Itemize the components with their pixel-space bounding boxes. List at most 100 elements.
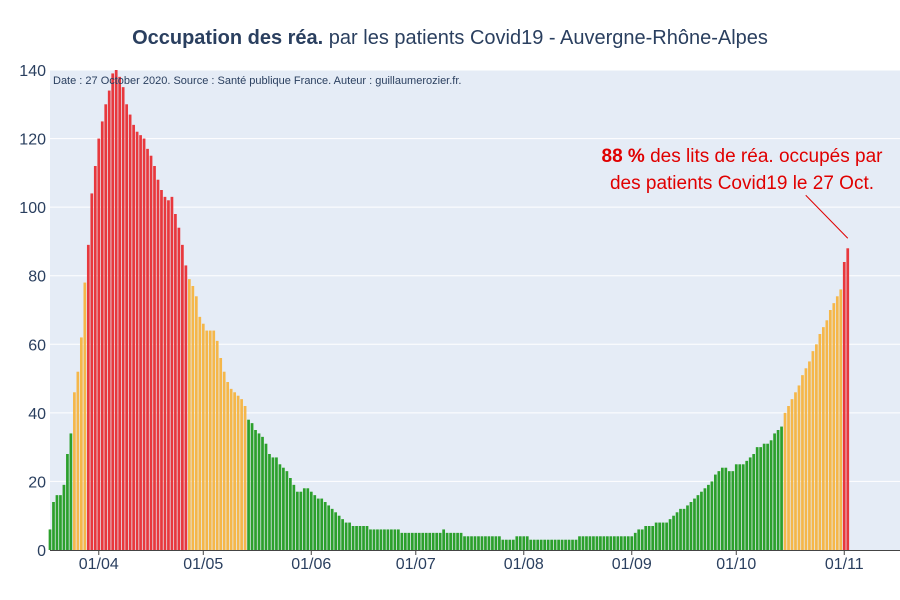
bar: [529, 539, 533, 550]
bar: [250, 423, 254, 550]
bar: [146, 148, 149, 551]
bar: [832, 303, 836, 550]
bar: [675, 512, 679, 550]
bar: [780, 426, 783, 550]
bar: [553, 539, 557, 550]
bar: [581, 536, 585, 550]
bar: [128, 114, 132, 550]
bar: [532, 539, 536, 550]
bar: [560, 539, 564, 550]
annotation-line-1: 88 % des lits de réa. occupés par: [602, 146, 884, 167]
bar: [644, 526, 648, 550]
bar: [264, 443, 268, 550]
bar: [390, 529, 393, 550]
bar: [522, 536, 526, 550]
bar: [762, 443, 766, 550]
bar: [330, 508, 334, 550]
bar: [167, 200, 170, 551]
bar: [449, 532, 452, 550]
bar: [630, 536, 634, 550]
y-tick-label: 80: [28, 269, 46, 286]
bar: [738, 464, 742, 550]
bar: [759, 447, 763, 550]
y-tick-label: 40: [28, 406, 46, 423]
bar: [90, 193, 94, 550]
bar: [435, 532, 439, 550]
chart-title-bold: Occupation des réa.: [132, 27, 323, 49]
bar: [651, 526, 655, 550]
x-tick-label: 01/05: [183, 556, 223, 573]
bar: [766, 443, 769, 550]
bar: [369, 529, 372, 550]
bar: [539, 539, 543, 550]
bar: [445, 532, 449, 550]
bar: [842, 262, 846, 550]
bar: [825, 320, 829, 550]
bar: [229, 388, 233, 550]
bar: [773, 433, 776, 550]
bar: [268, 454, 271, 550]
bar: [379, 529, 383, 550]
bar: [595, 536, 599, 550]
x-tick-label: 01/07: [396, 556, 436, 573]
x-tick-label: 01/10: [716, 556, 756, 573]
bar: [818, 334, 822, 550]
bar: [62, 484, 66, 550]
x-tick-label: 01/06: [291, 556, 331, 573]
bar: [574, 539, 578, 550]
bar: [125, 104, 128, 550]
bar: [787, 406, 790, 550]
bar: [612, 536, 616, 550]
bar: [599, 536, 602, 550]
bar: [452, 532, 456, 550]
bar: [383, 529, 386, 550]
bar: [341, 519, 344, 550]
bar: [700, 491, 703, 550]
bar: [504, 539, 508, 550]
bar: [215, 340, 219, 550]
bar: [682, 508, 686, 550]
bar: [564, 539, 567, 550]
bar: [808, 361, 811, 550]
bar: [316, 498, 320, 550]
bar: [518, 536, 522, 550]
bar: [557, 539, 560, 550]
bar: [156, 179, 160, 550]
bar: [344, 522, 348, 550]
bar: [626, 536, 630, 550]
chart-title: Occupation des réa. par les patients Cov…: [132, 27, 768, 49]
bar: [414, 532, 418, 550]
bar: [665, 522, 668, 550]
bar: [703, 488, 707, 550]
bar: [55, 495, 59, 550]
bar: [717, 471, 721, 550]
bar: [97, 138, 101, 550]
bar: [376, 529, 379, 550]
bar: [69, 433, 73, 550]
bar: [48, 529, 52, 550]
bar: [393, 529, 397, 550]
bar: [477, 536, 480, 550]
bar: [153, 166, 156, 550]
bar: [184, 265, 188, 550]
bar: [811, 351, 815, 550]
bars: [48, 70, 850, 551]
bar: [661, 522, 665, 550]
bar: [313, 495, 317, 550]
bar: [86, 244, 90, 551]
bar: [222, 371, 226, 550]
bar: [588, 536, 592, 550]
bar: [822, 327, 825, 550]
bar: [494, 536, 498, 550]
bar: [135, 131, 139, 550]
bar: [372, 529, 376, 550]
bar: [306, 488, 310, 550]
chart-title-rest: par les patients Covid19 - Auvergne-Rhôn…: [323, 27, 768, 49]
bar: [724, 467, 728, 550]
bar: [658, 522, 661, 550]
bar: [219, 358, 223, 550]
x-tick-label: 01/04: [79, 556, 119, 573]
bar: [606, 536, 609, 550]
bar: [794, 392, 797, 550]
